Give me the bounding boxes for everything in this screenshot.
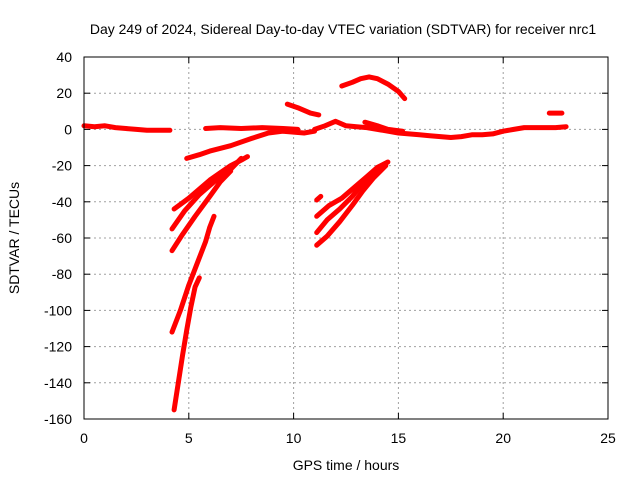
data-series-11 xyxy=(169,155,244,232)
y-tick-label: -60 xyxy=(52,230,72,246)
data-series-5 xyxy=(284,101,322,118)
y-axis-label: SDTVAR / TECUs xyxy=(6,182,22,294)
data-series-3 xyxy=(280,128,318,136)
data-series xyxy=(81,74,569,413)
x-tick-label: 5 xyxy=(185,430,193,446)
data-series-7 xyxy=(362,119,406,134)
data-series-15 xyxy=(314,193,324,203)
y-tick-label: -160 xyxy=(44,411,72,427)
x-tick-label: 25 xyxy=(600,430,616,446)
y-tick-label: -140 xyxy=(44,375,72,391)
data-series-2 xyxy=(203,125,301,132)
y-tick-label: 0 xyxy=(64,121,72,137)
axis-ticks: 0 5 10 15 20 25 -160 -140 -120 -100 -80 -60 -40 -20 0 2… xyxy=(44,49,616,446)
y-tick-label: -100 xyxy=(44,302,72,318)
data-series-13 xyxy=(169,213,217,335)
y-tick-label: -120 xyxy=(44,339,72,355)
data-series-4 xyxy=(184,128,286,161)
grid xyxy=(84,57,608,419)
data-series-1 xyxy=(81,123,173,133)
x-axis-label: GPS time / hours xyxy=(293,457,400,473)
data-series-16 xyxy=(314,159,391,219)
data-series-18 xyxy=(314,163,389,248)
x-tick-label: 15 xyxy=(391,430,407,446)
x-tick-label: 10 xyxy=(286,430,302,446)
data-series-8 xyxy=(339,74,408,102)
data-series-12 xyxy=(169,168,234,254)
data-series-17 xyxy=(314,161,389,236)
y-tick-label: -20 xyxy=(52,158,72,174)
y-tick-label: 40 xyxy=(56,49,72,65)
data-series-14 xyxy=(171,275,202,413)
x-tick-label: 0 xyxy=(80,430,88,446)
y-tick-label: -80 xyxy=(52,266,72,282)
data-series-6 xyxy=(312,118,569,140)
y-tick-label: -40 xyxy=(52,194,72,210)
x-tick-label: 20 xyxy=(495,430,511,446)
chart-title: Day 249 of 2024, Sidereal Day-to-day VTE… xyxy=(90,21,596,37)
y-tick-label: 20 xyxy=(56,85,72,101)
